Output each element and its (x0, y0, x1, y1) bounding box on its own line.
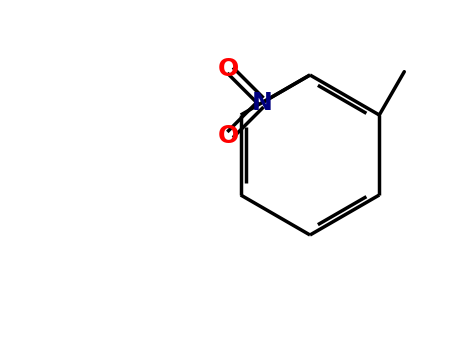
Text: O: O (218, 57, 239, 80)
Text: N: N (252, 91, 273, 114)
Text: O: O (218, 125, 239, 148)
